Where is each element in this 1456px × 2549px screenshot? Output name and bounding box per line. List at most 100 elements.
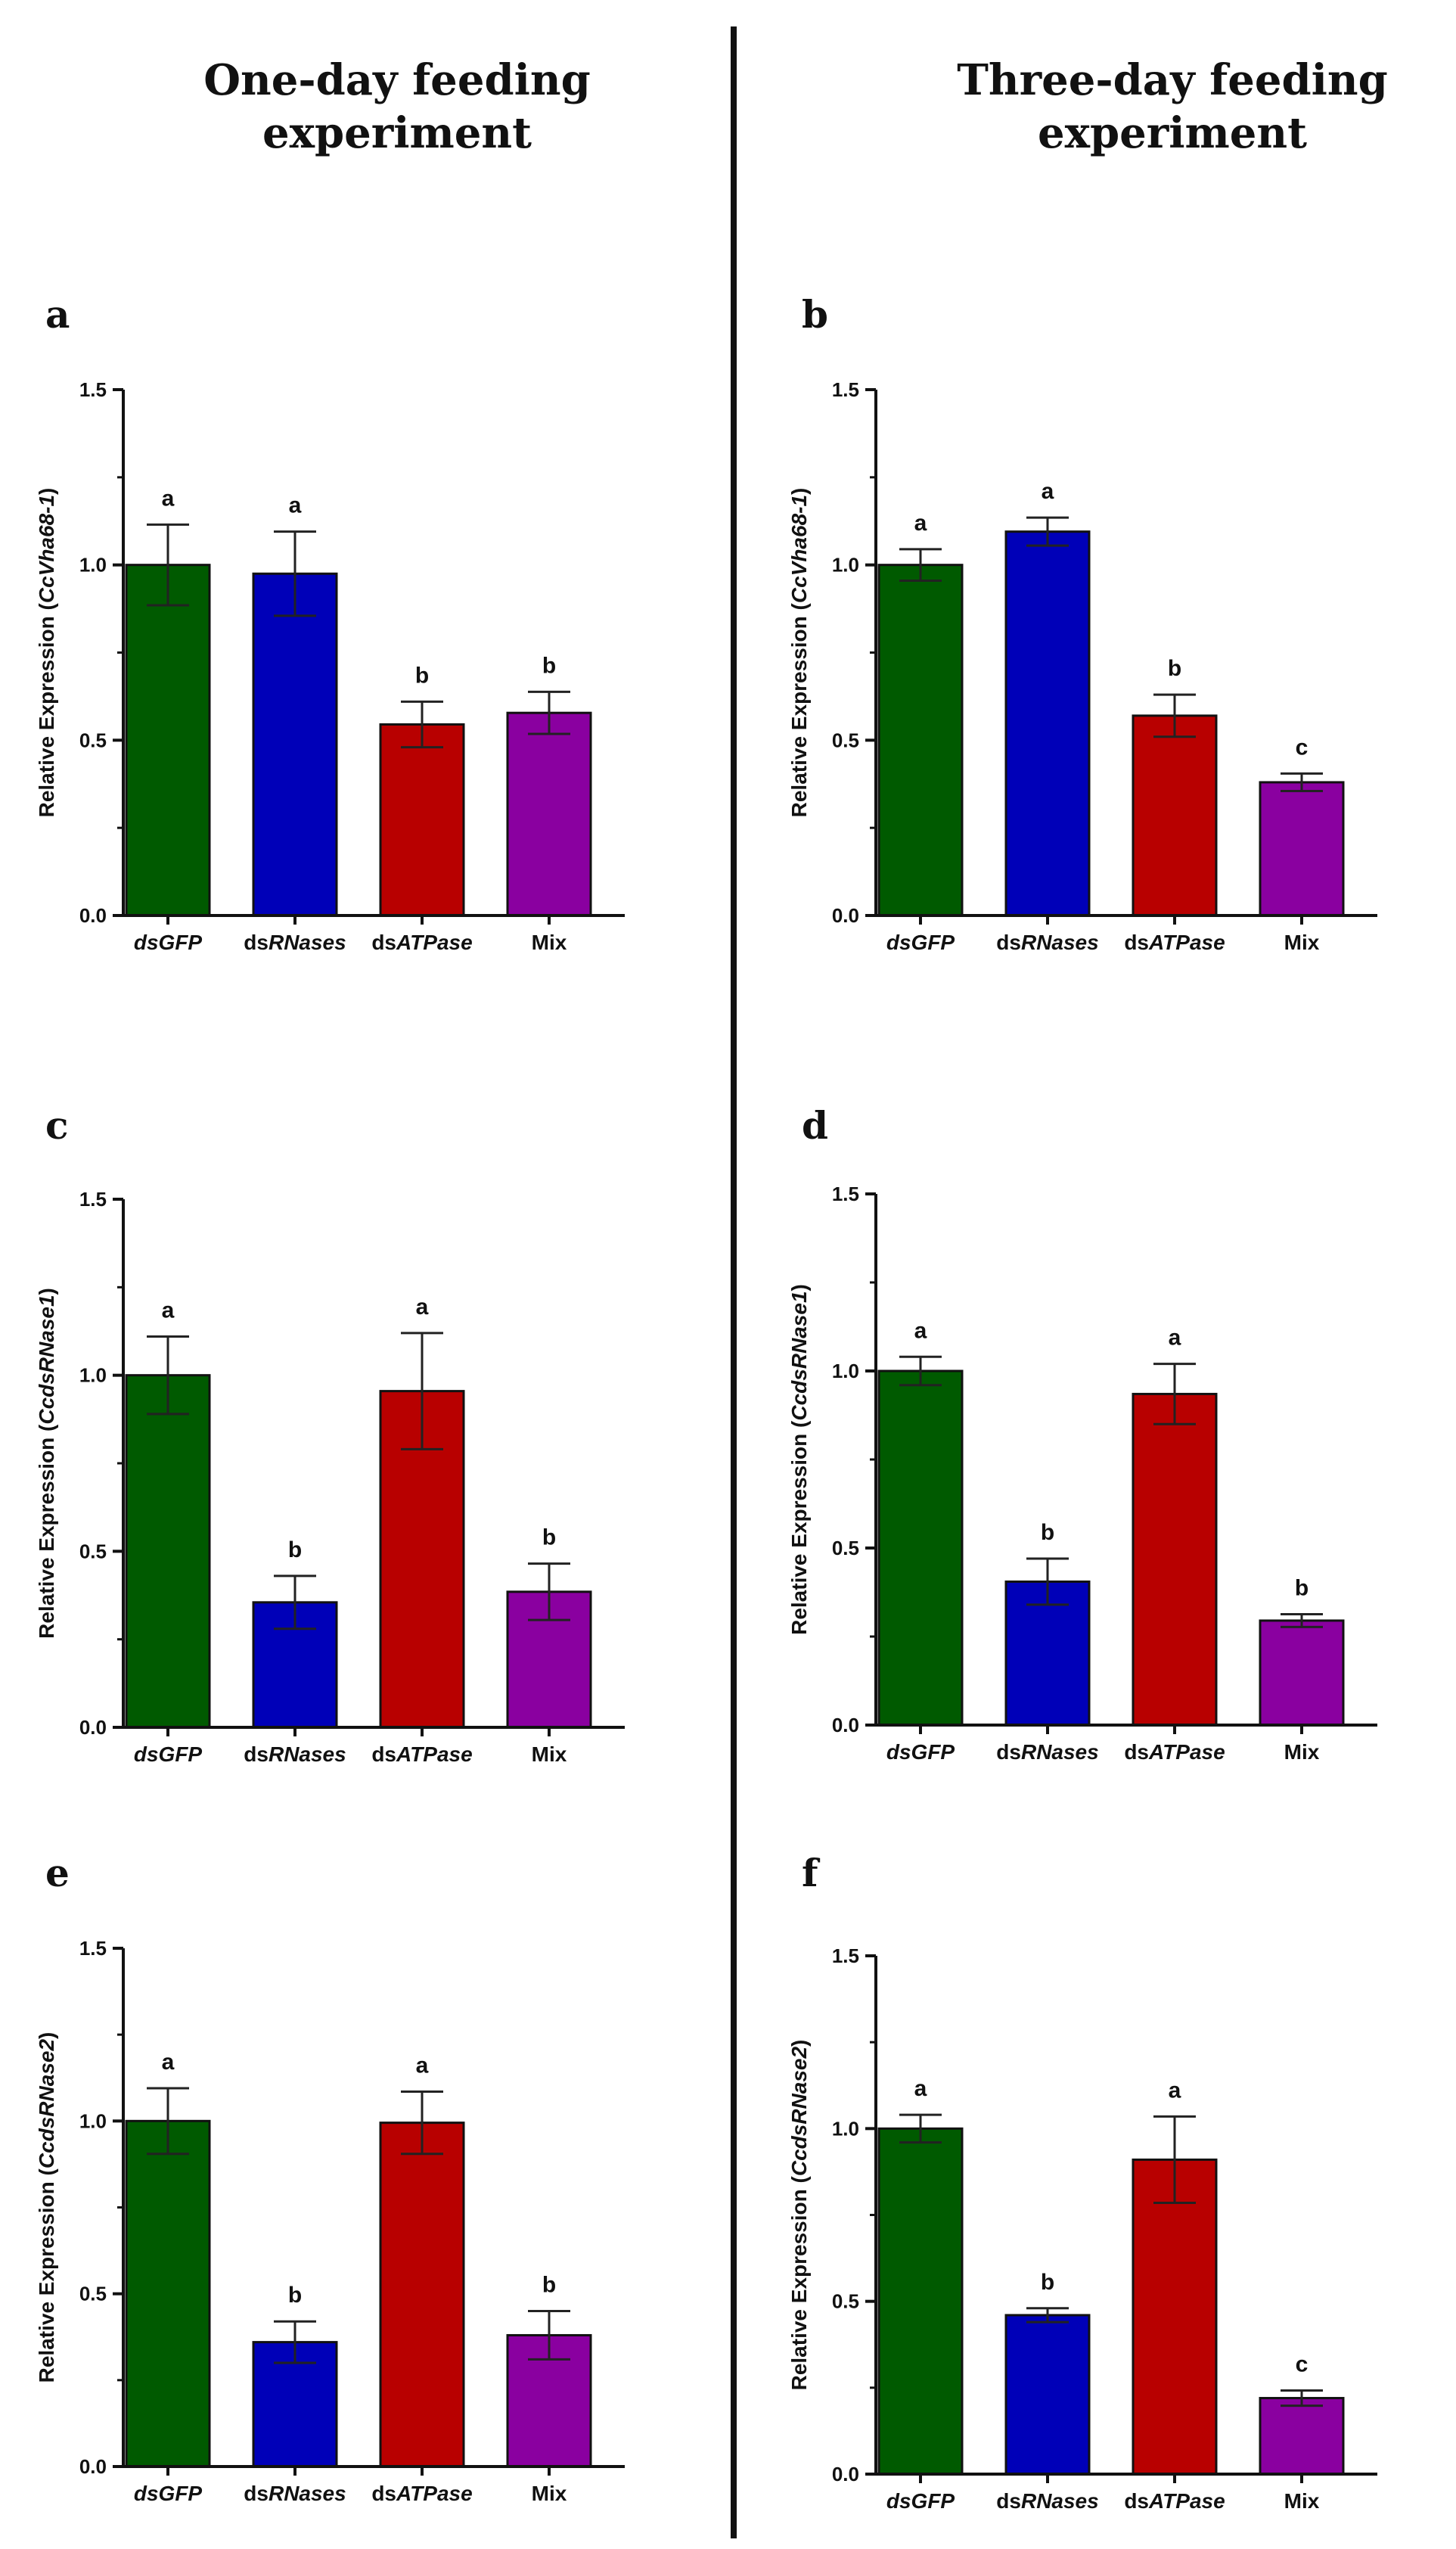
bar-Mix (1259, 781, 1345, 917)
significance-letter: a (162, 486, 175, 511)
category-label-Mix: Mix (532, 1742, 567, 1766)
left-title-line1: One-day feeding (203, 55, 591, 105)
category-label-dsRNases: dsRNases (244, 1742, 346, 1766)
y-tick-label: 0.5 (79, 729, 107, 751)
right-title-line1: Three-day feeding (957, 55, 1388, 105)
y-tick-label: 0.0 (832, 2463, 859, 2485)
y-tick-label: 0.5 (832, 729, 859, 751)
bar-dsGFP (125, 2119, 211, 2468)
bar-dsRNases (252, 572, 338, 917)
y-axis-label: Relative Expression (CcdsRNase1) (787, 1284, 811, 1635)
category-label-Mix: Mix (1284, 2489, 1320, 2513)
bar-Mix (1259, 1619, 1345, 1727)
y-tick-label: 1.5 (79, 378, 107, 401)
y-tick-label: 0.5 (832, 2290, 859, 2313)
category-label-dsRNases: dsRNases (996, 931, 1098, 954)
y-tick-label: 0.5 (79, 2283, 107, 2305)
bar-dsGFP (125, 1374, 211, 1729)
right-title-line2: experiment (1038, 108, 1307, 158)
y-axis-label: Relative Expression (CcdsRNase2) (35, 2032, 58, 2383)
category-label-dsRNases: dsRNases (244, 2482, 346, 2505)
panels: a a dsGFP a dsRNases b dsATPase b Mix 0.0 0.5 1.0 1.… (35, 292, 1377, 2513)
y-tick-label: 1.0 (832, 2117, 859, 2140)
significance-letter: a (162, 2050, 175, 2075)
significance-letter: b (1041, 2270, 1054, 2295)
category-label-Mix: Mix (532, 931, 567, 954)
bar-dsGFP (125, 564, 211, 917)
y-axis-label: Relative Expression (CcVha68-1) (35, 488, 58, 818)
category-label-dsGFP: dsGFP (886, 2489, 955, 2513)
panel-letter: f (802, 1851, 821, 1895)
y-tick-label: 1.0 (832, 1360, 859, 1382)
bar-dsATPase (379, 723, 465, 917)
significance-letter: b (288, 1537, 302, 1562)
bar-dsGFP (877, 2127, 964, 2476)
category-label-Mix: Mix (1284, 1740, 1320, 1764)
bar-dsRNases (1004, 530, 1091, 917)
bar-dsRNases (1004, 2314, 1091, 2476)
significance-letter: b (1041, 1520, 1054, 1545)
significance-letter: b (542, 2273, 556, 2298)
category-label-dsRNases: dsRNases (996, 2489, 1098, 2513)
significance-letter: a (914, 2076, 927, 2101)
significance-letter: a (289, 493, 302, 518)
y-tick-label: 0.5 (79, 1540, 107, 1562)
chart-panel-c: c a dsGFP b dsRNases a dsATPase b Mix 0.0 0.5 1.0 1.… (35, 1103, 625, 1766)
bar-Mix (1259, 2397, 1345, 2476)
y-tick-label: 1.0 (79, 554, 107, 577)
category-label-dsATPase: dsATPase (371, 2482, 472, 2505)
panel-letter: b (802, 292, 828, 337)
significance-letter: c (1296, 2352, 1309, 2376)
significance-letter: a (416, 2053, 429, 2078)
category-label-dsRNases: dsRNases (996, 1740, 1098, 1764)
significance-letter: b (415, 663, 429, 688)
significance-letter: a (162, 1298, 175, 1323)
significance-letter: a (1169, 2078, 1181, 2103)
bar-dsGFP (877, 1369, 964, 1727)
category-label-dsGFP: dsGFP (886, 1740, 955, 1764)
y-tick-label: 0.0 (79, 1716, 107, 1739)
chart-panel-f: f a dsGFP b dsRNases a dsATPase c Mix 0.0 0.5 1.0 1.… (787, 1851, 1377, 2513)
category-label-Mix: Mix (532, 2482, 567, 2505)
chart-panel-b: b a dsGFP a dsRNases b dsATPase c Mix 0.0 0.5 1.0 1.… (787, 292, 1377, 954)
category-label-dsATPase: dsATPase (1124, 931, 1225, 954)
panel-letter: a (45, 292, 70, 337)
category-label-dsRNases: dsRNases (244, 931, 346, 954)
significance-letter: a (914, 511, 927, 536)
significance-letter: b (1168, 656, 1181, 681)
significance-letter: a (1042, 479, 1054, 504)
category-label-dsATPase: dsATPase (371, 931, 472, 954)
chart-panel-a: a a dsGFP a dsRNases b dsATPase b Mix 0.0 0.5 1.0 1.… (35, 292, 625, 954)
significance-letter: b (1295, 1576, 1309, 1601)
category-label-dsATPase: dsATPase (1124, 2489, 1225, 2513)
y-tick-label: 0.0 (832, 904, 859, 927)
y-tick-label: 1.5 (79, 1937, 107, 1960)
y-tick-label: 1.0 (79, 1364, 107, 1387)
bar-dsATPase (1132, 1392, 1218, 1727)
y-tick-label: 1.5 (79, 1188, 107, 1211)
y-axis-label: Relative Expression (CcdsRNase2) (787, 2040, 811, 2391)
bar-Mix (506, 711, 592, 917)
y-axis-label: Relative Expression (CcdsRNase1) (35, 1288, 58, 1639)
chart-panel-e: e a dsGFP b dsRNases a dsATPase b Mix 0.0 0.5 1.0 1.… (35, 1851, 625, 2505)
y-tick-label: 1.5 (832, 1944, 859, 1967)
category-label-dsGFP: dsGFP (134, 931, 203, 954)
panel-letter: d (802, 1103, 828, 1148)
bar-dsATPase (1132, 2158, 1218, 2476)
category-label-dsGFP: dsGFP (886, 931, 955, 954)
bar-dsATPase (379, 2122, 465, 2468)
significance-letter: b (542, 1525, 556, 1550)
category-label-dsGFP: dsGFP (134, 1742, 203, 1766)
category-label-dsATPase: dsATPase (1124, 1740, 1225, 1764)
significance-letter: b (288, 2283, 302, 2308)
category-label-dsGFP: dsGFP (134, 2482, 203, 2505)
category-label-dsATPase: dsATPase (371, 1742, 472, 1766)
y-tick-label: 0.0 (79, 2455, 107, 2478)
y-tick-label: 1.5 (832, 378, 859, 401)
panel-letter: c (45, 1103, 68, 1148)
chart-panel-d: d a dsGFP b dsRNases a dsATPase b Mix 0.0 0.5 1.0 1.… (787, 1103, 1377, 1764)
significance-letter: a (416, 1295, 429, 1320)
significance-letter: b (542, 653, 556, 678)
y-tick-label: 1.0 (832, 554, 859, 577)
